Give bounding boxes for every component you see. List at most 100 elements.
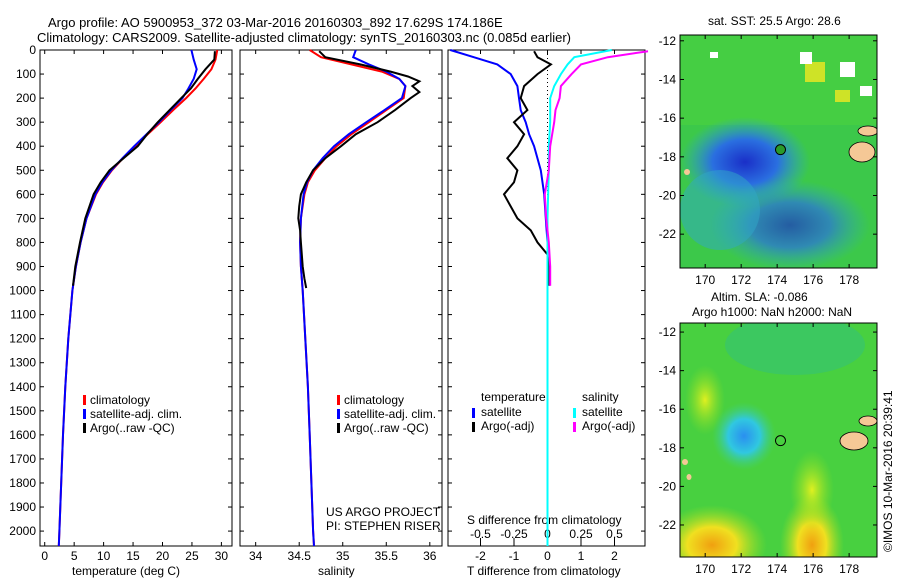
s-diff-tick-label: 0.25 — [569, 527, 593, 541]
legend-swatch-satellite — [337, 409, 340, 419]
island-viti-levu — [848, 141, 876, 163]
depth-tick-label: 700 — [16, 211, 36, 225]
depth-tick-label: 1700 — [9, 452, 36, 466]
lon-tick-label: 176 — [803, 562, 823, 576]
salinity-xlabel: salinity — [318, 564, 355, 578]
x-tick-label: -2 — [475, 549, 486, 563]
island-viti-levu — [839, 431, 869, 451]
sla-map-frame — [679, 322, 878, 558]
lat-tick-label: -18 — [659, 441, 677, 455]
lon-tick-label: 176 — [803, 273, 823, 287]
series-s-satellite — [546, 49, 612, 546]
sst-map: sat. SST: 25.5 Argo: 28.6 170 172 174 176 17… — [659, 14, 878, 287]
sla-map: Altim. SLA: -0.086 Argo h1000: NaN h2000… — [659, 290, 878, 576]
legend-label: Argo(-adj) — [582, 419, 635, 433]
x-tick-label: 5 — [71, 549, 78, 563]
lat-tick-label: -20 — [659, 188, 677, 202]
lon-tick-label: 172 — [731, 273, 751, 287]
x-tick-label: 35 — [336, 549, 350, 563]
salinity-axes-frame — [239, 49, 443, 547]
lat-tick-label: -12 — [659, 325, 677, 339]
legend-label: satellite-adj. clim. — [90, 407, 182, 421]
x-tick-label: 30 — [215, 549, 229, 563]
depth-tick-label: 1900 — [9, 500, 36, 514]
legend-label: climatology — [90, 393, 150, 407]
temperature-xlabel: temperature (deg C) — [72, 564, 180, 578]
credit-text: ©IMOS 10-Mar-2016 20:39:41 — [881, 390, 895, 552]
depth-tick-label: 500 — [16, 163, 36, 177]
lon-tick-label: 172 — [731, 562, 751, 576]
legend-swatch-satellite — [83, 409, 86, 419]
lat-tick-label: -14 — [659, 72, 677, 86]
x-tick-label: 0 — [41, 549, 48, 563]
x-tick-label: 35.5 — [375, 549, 399, 563]
x-tick-label: 0 — [544, 549, 551, 563]
lat-tick-label: -16 — [659, 402, 677, 416]
lat-tick-label: -18 — [659, 150, 677, 164]
t-diff-xlabel: T difference from climatology — [467, 564, 621, 578]
s-diff-tick-label: -0.5 — [470, 527, 491, 541]
legend-label: Argo(..raw -QC) — [344, 421, 429, 435]
series-t-argo-adj — [502, 50, 553, 286]
argo-position-marker — [774, 144, 786, 156]
depth-tick-label: 600 — [16, 187, 36, 201]
s-diff-tick-label: -0.25 — [500, 527, 528, 541]
legend-title-temperature: temperature — [481, 390, 546, 404]
legend-swatch-argo — [83, 423, 86, 433]
legend-swatch-t-satellite — [472, 408, 475, 418]
depth-tick-label: 1100 — [10, 308, 36, 322]
legend-label: satellite — [582, 405, 623, 419]
x-tick-label: 10 — [97, 549, 111, 563]
sst-map-title: sat. SST: 25.5 Argo: 28.6 — [708, 14, 841, 28]
legend-swatch-t-argo — [472, 422, 475, 432]
project-name: US ARGO PROJECT — [326, 505, 441, 519]
depth-tick-label: 100 — [16, 67, 36, 81]
x-tick-label: 34.5 — [288, 549, 312, 563]
sst-map-frame — [679, 34, 878, 269]
depth-tick-label: 200 — [16, 91, 36, 105]
depth-tick-label: 1800 — [9, 476, 36, 490]
x-tick-label: 2 — [611, 549, 618, 563]
legend-swatch-s-argo — [573, 422, 576, 432]
legend-swatch-climatology — [83, 395, 86, 405]
temperature-axes-frame — [39, 49, 233, 547]
depth-tick-label: 400 — [16, 139, 36, 153]
lon-tick-label: 170 — [695, 273, 715, 287]
lon-tick-label: 174 — [767, 562, 787, 576]
depth-tick-label: 1400 — [9, 380, 36, 394]
depth-tick-label: 1200 — [9, 332, 36, 346]
s-diff-tick-label: 0.5 — [606, 527, 623, 541]
temperature-panel: temperature (deg C) climatology satellit… — [9, 43, 233, 578]
temperature-legend: climatology satellite-adj. clim. Argo(..… — [83, 393, 182, 435]
depth-tick-label: 2000 — [9, 524, 36, 538]
salinity-panel: salinity climatology satellite-adj. clim… — [239, 49, 443, 578]
x-tick-label: 1 — [578, 549, 585, 563]
x-tick-label: 36 — [423, 549, 437, 563]
lat-tick-label: -16 — [659, 111, 677, 125]
depth-tick-label: 1300 — [9, 356, 36, 370]
legend-swatch-argo — [337, 423, 340, 433]
legend-title-salinity: salinity — [582, 390, 619, 404]
s-diff-xlabel: S difference from climatology — [467, 513, 622, 527]
legend-swatch-s-satellite — [573, 408, 576, 418]
lat-tick-label: -14 — [659, 364, 677, 378]
series-satellite-adj-clim — [57, 49, 198, 547]
series-satellite-adj-clim — [299, 49, 407, 547]
depth-tick-label: 900 — [16, 259, 36, 273]
legend-label: climatology — [344, 393, 404, 407]
lat-tick-label: -12 — [659, 34, 677, 48]
series-climatology — [57, 49, 219, 547]
legend-label: Argo(-adj) — [481, 419, 534, 433]
lat-tick-label: -20 — [659, 479, 677, 493]
difference-panel: T difference from climatology S differen… — [447, 49, 649, 578]
x-tick-label: -1 — [509, 549, 520, 563]
figure-title-line1: Argo profile: AO 5900953_372 03-Mar-2016… — [48, 15, 503, 30]
x-tick-label: 34 — [249, 549, 263, 563]
x-tick-label: 20 — [156, 549, 170, 563]
depth-tick-label: 1000 — [9, 284, 36, 298]
series-t-satellite — [450, 49, 549, 546]
x-tick-label: 15 — [126, 549, 140, 563]
argo-position-marker — [774, 435, 786, 447]
lat-tick-label: -22 — [659, 518, 677, 532]
series-s-argo-adj — [543, 50, 649, 286]
